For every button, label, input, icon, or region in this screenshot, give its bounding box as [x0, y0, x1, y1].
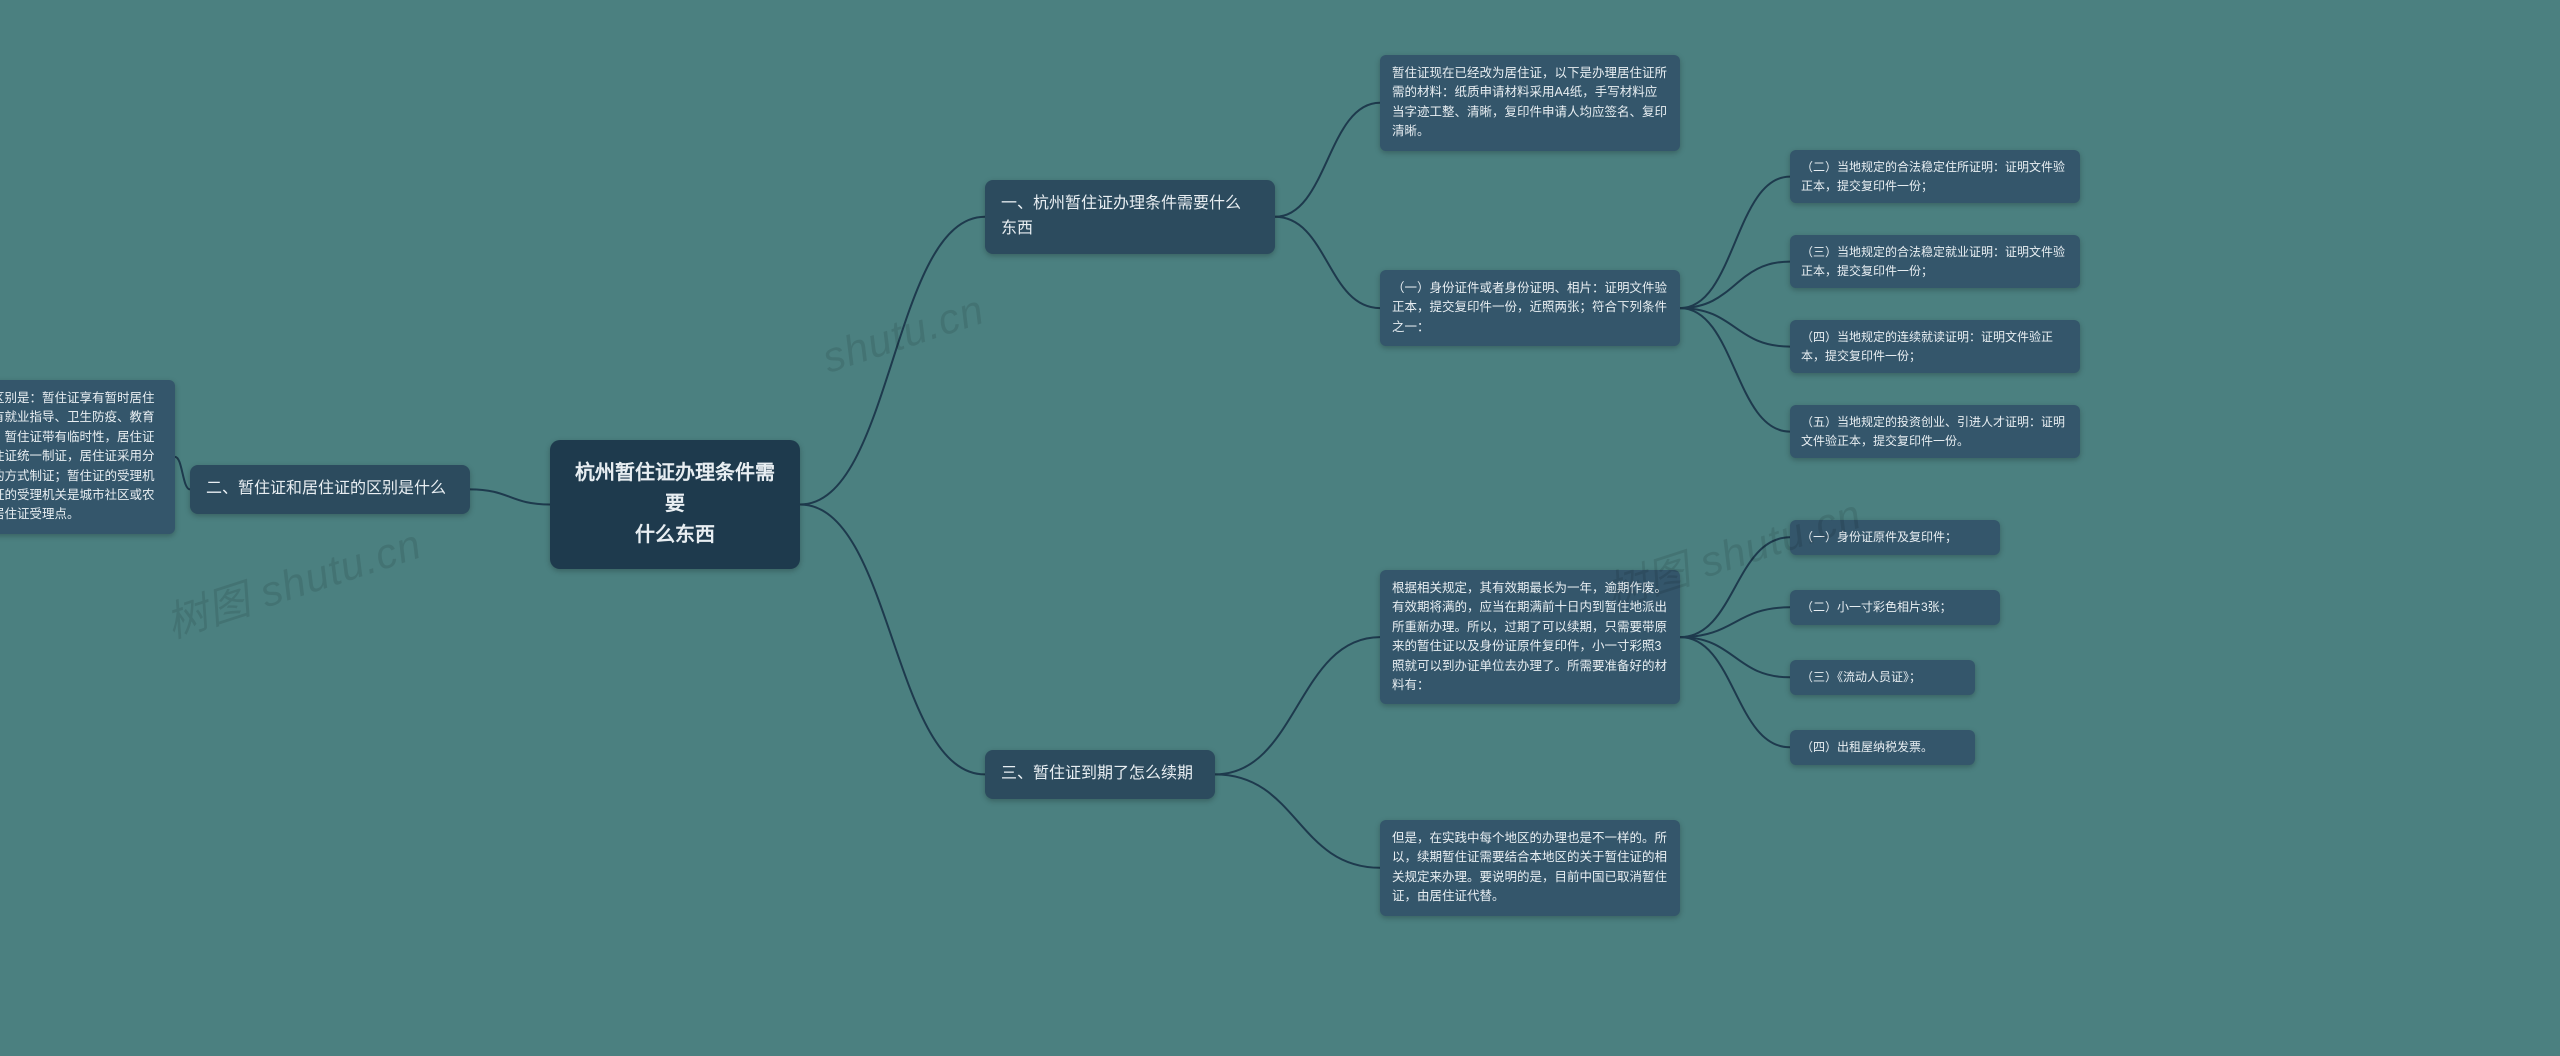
node-label: 二、暂住证和居住证的区别是什么 [206, 480, 446, 497]
mindmap-node-l1a[interactable]: 暂住证现在已经改为居住证，以下是办理居住证所需的材料：纸质申请材料采用A4纸，手… [1380, 55, 1680, 151]
connector [800, 217, 985, 505]
mindmap-node-l3a3[interactable]: （三）《流动人员证》； [1790, 660, 1975, 695]
node-label: （四）出租屋纳税发票。 [1801, 740, 1933, 754]
node-label: 暂住证现在已经改为居住证，以下是办理居住证所需的材料：纸质申请材料采用A4纸，手… [1392, 66, 1667, 138]
mindmap-node-l1b3[interactable]: （四）当地规定的连续就读证明：证明文件验正本，提交复印件一份； [1790, 320, 2080, 373]
mindmap-node-l3a1[interactable]: （一）身份证原件及复印件； [1790, 520, 2000, 555]
node-label: 暂住证和居住证的区别是：暂住证享有暂时居住的权益，居住证享有就业指导、卫生防疫、… [0, 391, 155, 521]
mindmap-node-l1b4[interactable]: （五）当地规定的投资创业、引进人才证明：证明文件验正本，提交复印件一份。 [1790, 405, 2080, 458]
node-label: （四）当地规定的连续就读证明：证明文件验正本，提交复印件一份； [1801, 330, 2053, 363]
node-label: （二）小一寸彩色相片3张； [1801, 600, 1952, 614]
node-label: 一、杭州暂住证办理条件需要什么东西 [1001, 195, 1241, 237]
mindmap-node-l3a[interactable]: 根据相关规定，其有效期最长为一年，逾期作废。有效期将满的，应当在期满前十日内到暂… [1380, 570, 1680, 704]
node-label: 杭州暂住证办理条件需要什么东西 [575, 462, 775, 546]
connector [1680, 607, 1790, 637]
connector [1275, 217, 1380, 308]
connector [1680, 637, 1790, 747]
mindmap-node-l3a2[interactable]: （二）小一寸彩色相片3张； [1790, 590, 2000, 625]
node-label: （五）当地规定的投资创业、引进人才证明：证明文件验正本，提交复印件一份。 [1801, 415, 2065, 448]
watermark: 树图 shutu.cn [157, 510, 428, 650]
mindmap-node-l1b1[interactable]: （二）当地规定的合法稳定住所证明：证明文件验正本，提交复印件一份； [1790, 150, 2080, 203]
connector [1680, 177, 1790, 308]
mindmap-node-root[interactable]: 杭州暂住证办理条件需要什么东西 [550, 440, 800, 569]
connector [1680, 308, 1790, 347]
connector [1680, 308, 1790, 432]
node-label: （二）当地规定的合法稳定住所证明：证明文件验正本，提交复印件一份； [1801, 160, 2065, 193]
mindmap-node-l1b2[interactable]: （三）当地规定的合法稳定就业证明：证明文件验正本，提交复印件一份； [1790, 235, 2080, 288]
node-label: 根据相关规定，其有效期最长为一年，逾期作废。有效期将满的，应当在期满前十日内到暂… [1392, 581, 1667, 692]
mindmap-node-b3[interactable]: 三、暂住证到期了怎么续期 [985, 750, 1215, 799]
mindmap-node-b2[interactable]: 二、暂住证和居住证的区别是什么 [190, 465, 470, 514]
node-label: （三）《流动人员证》； [1801, 670, 1921, 684]
mindmap-node-b1[interactable]: 一、杭州暂住证办理条件需要什么东西 [985, 180, 1275, 254]
connector [175, 457, 190, 490]
mindmap-node-l3b[interactable]: 但是，在实践中每个地区的办理也是不一样的。所以，续期暂住证需要结合本地区的关于暂… [1380, 820, 1680, 916]
connector [1275, 103, 1380, 217]
mindmap-node-l1b[interactable]: （一）身份证件或者身份证明、相片：证明文件验正本，提交复印件一份，近照两张；符合… [1380, 270, 1680, 346]
connector [1680, 262, 1790, 308]
node-label: （一）身份证原件及复印件； [1801, 530, 1957, 544]
node-label: 但是，在实践中每个地区的办理也是不一样的。所以，续期暂住证需要结合本地区的关于暂… [1392, 831, 1667, 903]
mindmap-node-l2[interactable]: 暂住证和居住证的区别是：暂住证享有暂时居住的权益，居住证享有就业指导、卫生防疫、… [0, 380, 175, 534]
connector [1215, 774, 1380, 867]
mindmap-node-l3a4[interactable]: （四）出租屋纳税发票。 [1790, 730, 1975, 765]
watermark: shutu.cn [817, 285, 990, 382]
connector-layer [0, 0, 2560, 1056]
node-label: 三、暂住证到期了怎么续期 [1001, 765, 1193, 782]
connector [470, 489, 550, 504]
node-label: （三）当地规定的合法稳定就业证明：证明文件验正本，提交复印件一份； [1801, 245, 2065, 278]
node-label: （一）身份证件或者身份证明、相片：证明文件验正本，提交复印件一份，近照两张；符合… [1392, 281, 1667, 334]
connector [800, 505, 985, 775]
connector [1215, 637, 1380, 774]
connector [1680, 537, 1790, 637]
connector [1680, 637, 1790, 677]
